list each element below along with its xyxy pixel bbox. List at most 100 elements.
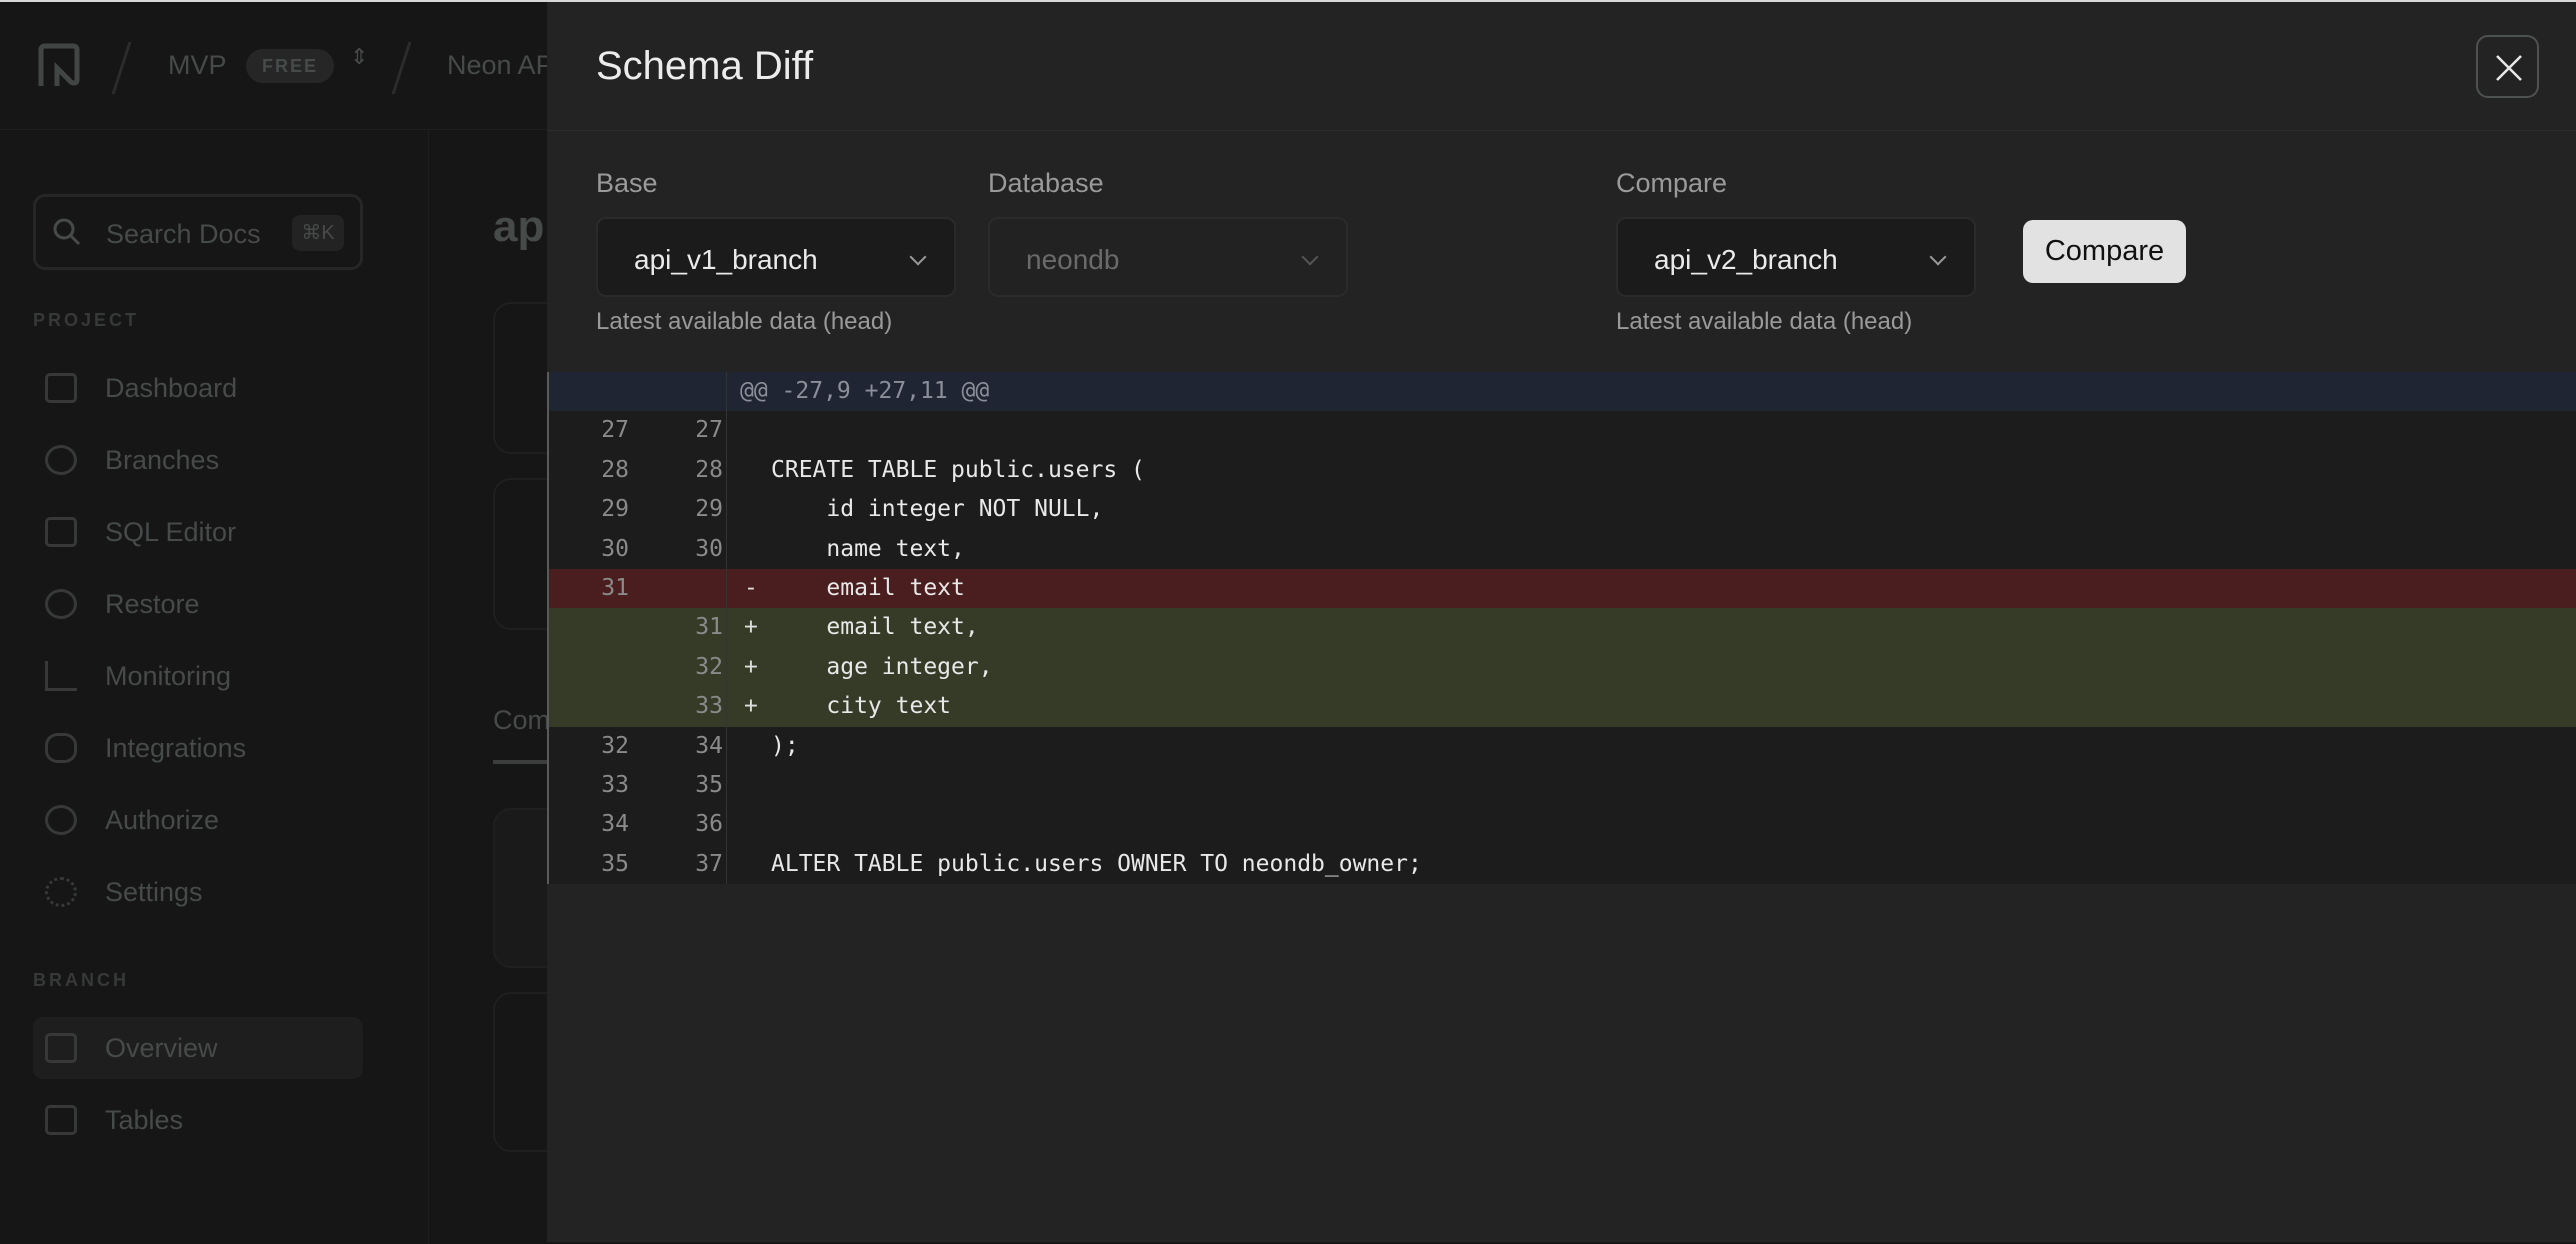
search-label: Search Docs	[106, 219, 261, 249]
close-icon	[2496, 55, 2522, 81]
gutter-divider	[726, 687, 727, 727]
diff-line: 34 36	[549, 805, 2576, 845]
hunk-header: @@ -27,9 +27,11 @@	[549, 372, 2576, 412]
sidebar-item-label: Restore	[105, 589, 200, 619]
old-line-number: 34	[601, 811, 629, 838]
sidebar-item-label: Branches	[105, 445, 220, 475]
diff-line-deleted: 31 - email text	[549, 568, 2576, 609]
page-title: ap	[493, 202, 545, 251]
schema-diff-modal: Schema Diff Base api_v1_branch Latest av…	[547, 2, 2576, 1242]
sidebar-item-sql-editor[interactable]: SQL Editor	[33, 501, 363, 563]
overview-icon	[45, 1033, 77, 1063]
code-text: );	[771, 732, 799, 759]
sidebar-item-overview[interactable]: Overview	[33, 1017, 363, 1079]
new-line-number: 37	[695, 850, 723, 877]
base-branch-select[interactable]: api_v1_branch	[596, 217, 956, 297]
diff-line: 33 35	[549, 765, 2576, 806]
breadcrumb-project[interactable]: Neon AP	[447, 50, 554, 80]
project-name[interactable]: MVP	[168, 50, 227, 80]
sidebar-item-dashboard[interactable]: Dashboard	[33, 357, 363, 419]
new-line-number: 34	[695, 732, 723, 759]
diff-line: 35 37 ALTER TABLE public.users OWNER TO ne…	[549, 844, 2576, 885]
database-value: neondb	[1026, 244, 1120, 275]
compare-branch-select[interactable]: api_v2_branch	[1616, 217, 1976, 297]
database-select[interactable]: neondb	[988, 217, 1348, 297]
sidebar-item-settings[interactable]: Settings	[33, 861, 363, 923]
diff-line-added: 31 + email text,	[549, 608, 2576, 648]
old-line-number: 29	[601, 496, 629, 523]
code-text: age integer,	[771, 653, 993, 680]
compare-button[interactable]: Compare	[2023, 220, 2186, 283]
hunk-text: @@ -27,9 +27,11 @@	[740, 378, 990, 404]
compare-label: Compare	[1616, 168, 1728, 198]
authorize-icon	[45, 805, 77, 835]
gutter-divider	[726, 568, 727, 609]
modal-header: Schema Diff	[547, 2, 2576, 131]
old-line-number: 35	[601, 850, 629, 877]
sidebar-item-branches[interactable]: Branches	[33, 429, 363, 491]
new-line-number: 29	[695, 496, 723, 523]
diff-marker: +	[744, 693, 758, 720]
new-line-number: 33	[695, 693, 723, 720]
tab-compute[interactable]: Com	[493, 705, 551, 735]
diff-marker: +	[744, 653, 758, 680]
sidebar-item-label: Monitoring	[105, 661, 232, 691]
code-text: ALTER TABLE public.users OWNER TO neondb…	[771, 850, 1422, 877]
chevron-down-icon	[909, 248, 927, 266]
close-button[interactable]	[2476, 35, 2539, 98]
dashboard-icon	[45, 373, 77, 403]
compare-branch-value: api_v2_branch	[1654, 244, 1838, 275]
neon-logo-icon[interactable]	[33, 40, 85, 92]
search-docs-button[interactable]: Search Docs ⌘K	[33, 194, 363, 270]
sidebar-item-integrations[interactable]: Integrations	[33, 717, 363, 779]
sql-editor-icon	[45, 517, 77, 547]
sidebar-item-label: Integrations	[105, 733, 247, 763]
diff-line: 28 28 CREATE TABLE public.users (	[549, 450, 2576, 491]
code-text: email text,	[771, 614, 979, 641]
breadcrumb-separator	[391, 42, 412, 94]
gutter-divider	[726, 844, 727, 885]
code-text: city text	[771, 693, 952, 720]
gutter-divider	[726, 490, 727, 530]
sidebar-item-monitoring[interactable]: Monitoring	[33, 645, 363, 707]
diff-line: 30 30 name text,	[549, 529, 2576, 569]
chevron-down-icon	[1929, 248, 1947, 266]
sidebar-item-authorize[interactable]: Authorize	[33, 789, 363, 851]
diff-line-added: 32 + age integer,	[549, 647, 2576, 688]
integrations-icon	[45, 733, 77, 763]
diff-line: 32 34);	[549, 726, 2576, 766]
sidebar-item-label: SQL Editor	[105, 517, 237, 547]
code-text: id integer NOT NULL,	[771, 496, 1104, 523]
gear-icon	[45, 877, 77, 907]
sidebar-item-label: Authorize	[105, 805, 220, 835]
gutter-divider	[726, 450, 727, 491]
gutter-divider	[726, 608, 727, 648]
monitoring-icon	[45, 661, 77, 691]
restore-icon	[45, 589, 77, 619]
code-text: email text	[771, 574, 965, 601]
sidebar-item-label: Overview	[105, 1033, 218, 1063]
chevron-down-icon	[1301, 248, 1319, 266]
old-line-number: 33	[601, 771, 629, 798]
diff-line: 29 29 id integer NOT NULL,	[549, 490, 2576, 530]
base-help-text: Latest available data (head)	[596, 308, 893, 335]
sidebar-item-label: Settings	[105, 877, 203, 907]
code-text: CREATE TABLE public.users (	[771, 456, 1145, 483]
old-line-number: 28	[601, 456, 629, 483]
compare-help-text: Latest available data (head)	[1616, 308, 1913, 335]
modal-title: Schema Diff	[596, 44, 814, 88]
tab-underline	[493, 760, 553, 764]
sidebar-item-restore[interactable]: Restore	[33, 573, 363, 635]
new-line-number: 30	[695, 535, 723, 562]
diff-line-added: 33 + city text	[549, 687, 2576, 727]
section-project: PROJECT	[33, 310, 140, 330]
new-line-number: 32	[695, 653, 723, 680]
gutter-divider	[726, 726, 727, 766]
base-label: Base	[596, 168, 658, 198]
sidebar-item-tables[interactable]: Tables	[33, 1089, 363, 1151]
diff-line: 27 27	[549, 411, 2576, 451]
chevron-up-down-icon[interactable]: ⇕	[350, 44, 369, 69]
window-top-edge	[0, 0, 2576, 2]
old-line-number: 27	[601, 417, 629, 444]
